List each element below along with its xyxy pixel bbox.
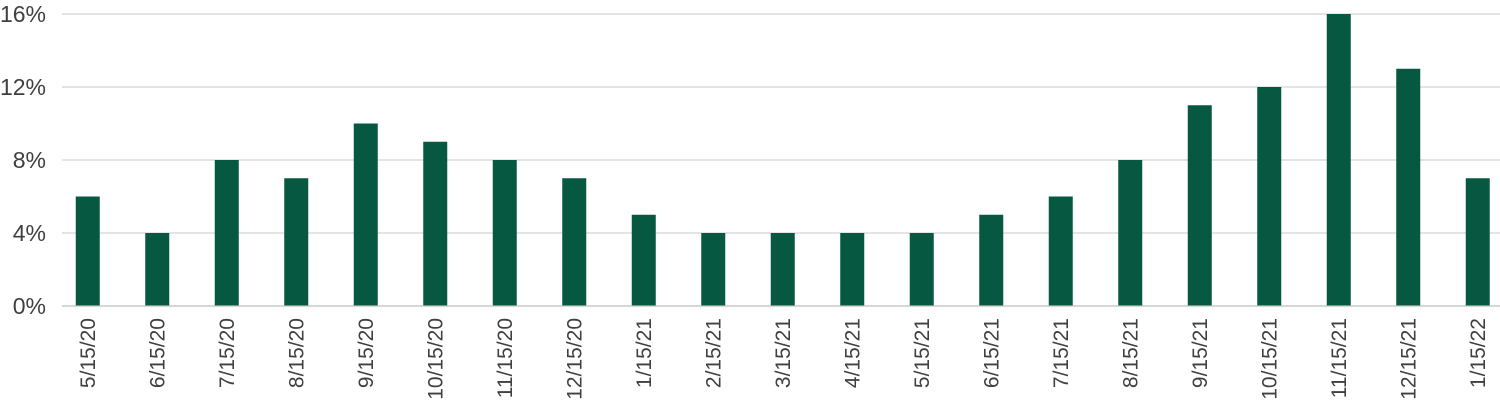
x-tick-label: 3/15/21 bbox=[772, 318, 795, 388]
bar bbox=[1465, 178, 1490, 306]
bar bbox=[631, 214, 656, 306]
x-tick-label: 10/15/20 bbox=[424, 318, 447, 400]
bar bbox=[770, 233, 795, 306]
gridlines bbox=[62, 13, 1500, 234]
y-axis-tick-labels: 0% 4% 8% 12% 16% bbox=[0, 1, 46, 319]
bar bbox=[75, 196, 100, 306]
y-tick-label: 8% bbox=[13, 147, 46, 173]
x-tick-label: 8/15/21 bbox=[1119, 318, 1142, 388]
bar bbox=[1257, 87, 1282, 306]
y-tick-label: 0% bbox=[13, 293, 46, 319]
x-tick-label: 1/15/22 bbox=[1467, 318, 1490, 388]
x-tick-label: 6/15/20 bbox=[146, 318, 169, 388]
bar bbox=[423, 141, 448, 306]
x-tick-label: 9/15/21 bbox=[1189, 318, 1212, 388]
bar bbox=[979, 214, 1004, 306]
bar bbox=[1326, 14, 1351, 306]
x-tick-label: 10/15/21 bbox=[1258, 318, 1281, 400]
y-tick-label: 4% bbox=[13, 220, 46, 246]
x-axis-tick-labels: 5/15/20 6/15/20 7/15/20 8/15/20 9/15/20 10/15… bbox=[77, 318, 1490, 400]
bar bbox=[1396, 68, 1421, 306]
x-tick-label: 4/15/21 bbox=[841, 318, 864, 388]
x-tick-label: 12/15/20 bbox=[563, 318, 586, 400]
bar bbox=[145, 233, 170, 306]
bar bbox=[909, 233, 934, 306]
bar bbox=[1048, 196, 1073, 306]
bar bbox=[562, 178, 587, 306]
bar bbox=[492, 160, 517, 306]
x-tick-label: 5/15/20 bbox=[77, 318, 100, 388]
x-tick-label: 7/15/21 bbox=[1050, 318, 1073, 388]
x-tick-label: 5/15/21 bbox=[911, 318, 934, 388]
bars bbox=[75, 14, 1490, 306]
y-tick-label: 16% bbox=[0, 1, 46, 27]
x-tick-label: 12/15/21 bbox=[1397, 318, 1420, 400]
x-tick-label: 7/15/20 bbox=[216, 318, 239, 388]
x-tick-label: 2/15/21 bbox=[702, 318, 725, 388]
x-tick-label: 9/15/20 bbox=[355, 318, 378, 388]
x-tick-label: 8/15/20 bbox=[285, 318, 308, 388]
bar bbox=[1118, 160, 1143, 306]
y-tick-label: 12% bbox=[0, 74, 46, 100]
bar bbox=[840, 233, 865, 306]
x-tick-label: 11/15/21 bbox=[1328, 318, 1351, 398]
bar bbox=[214, 160, 239, 306]
x-tick-label: 6/15/21 bbox=[980, 318, 1003, 388]
bar bbox=[701, 233, 726, 306]
x-tick-label: 11/15/20 bbox=[494, 318, 517, 398]
bar bbox=[1187, 105, 1212, 306]
bar bbox=[353, 123, 378, 306]
bar bbox=[284, 178, 309, 306]
x-tick-label: 1/15/21 bbox=[633, 318, 656, 388]
